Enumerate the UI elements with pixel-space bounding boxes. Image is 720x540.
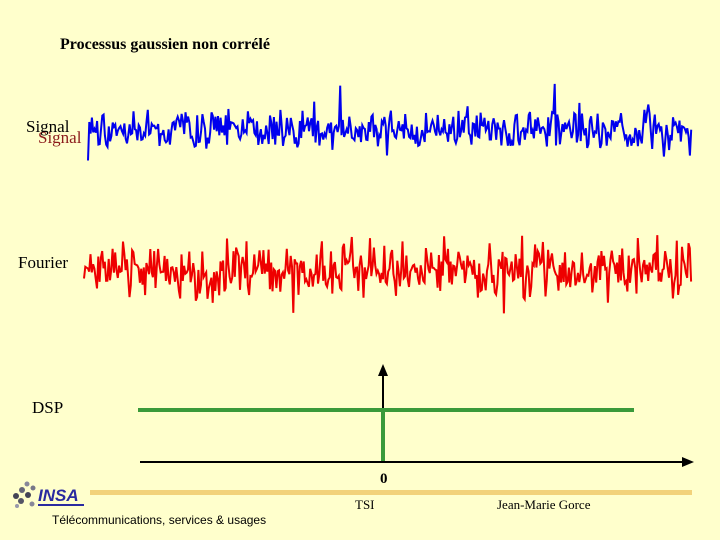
signal-trace [87,83,693,161]
slide-title: Processus gaussien non corrélé [60,36,270,53]
footer-center-text: TSI [355,497,375,512]
insa-logo: INSA [10,474,88,514]
footer-right-text: Jean-Marie Gorce [497,497,591,512]
footer-divider [90,490,692,495]
fourier-label: Fourier [18,253,69,272]
footer-left-text: Télécommunications, services & usages [52,513,267,527]
svg-text:INSA: INSA [38,486,79,505]
dsp-label: DSP [32,398,64,417]
signal-label: Signal [26,117,70,136]
dsp-zero-label: 0 [380,471,388,487]
dsp-x-axis-arrow-icon [682,457,694,467]
fourier-trace [83,235,693,314]
signal-label-shadow: Signal [38,128,82,147]
dsp-y-axis-arrow-icon [378,364,388,376]
